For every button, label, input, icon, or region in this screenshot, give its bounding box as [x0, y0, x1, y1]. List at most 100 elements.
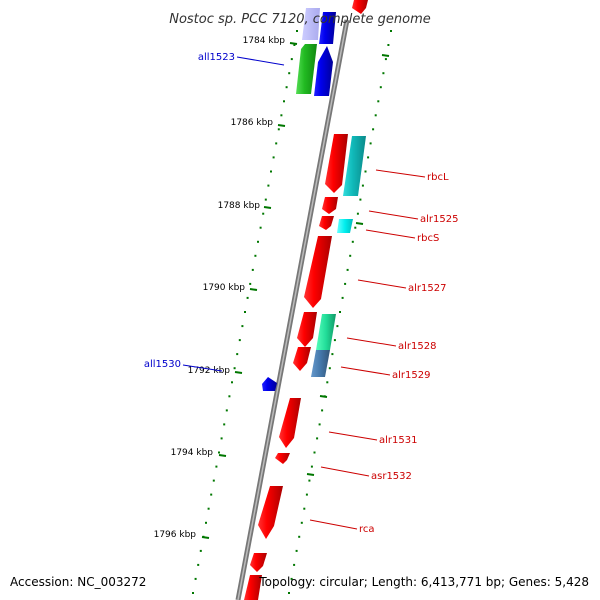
- gene-feature-all1523[interactable]: [314, 46, 333, 96]
- outer-right-dot: [390, 30, 392, 32]
- leader-lines: [182, 56, 426, 530]
- inner-left-dot: [225, 409, 228, 412]
- inner-left-dot: [246, 296, 249, 299]
- inner-left-dot: [207, 507, 210, 510]
- outer-right-dot: [356, 212, 359, 215]
- scale-labels: 1784 kbp 1786 kbp 1788 kbp 1790 kbp 1792…: [154, 36, 286, 540]
- inner-left-dot: [280, 114, 283, 117]
- gene-feature-rca[interactable]: [258, 486, 283, 539]
- gene-feature-red-bottom-2[interactable]: [244, 575, 262, 600]
- inner-left-dot: [236, 353, 239, 356]
- inner-left-dot: [293, 44, 296, 46]
- gene-feature-red-1[interactable]: [325, 134, 348, 193]
- gene-feature-red-top[interactable]: [352, 0, 368, 14]
- gene-feature-all1530[interactable]: [262, 377, 277, 391]
- inner-left-dot: [244, 311, 246, 313]
- outer-right-dot: [318, 423, 321, 426]
- inner-left-dot: [205, 521, 207, 524]
- gene-label-alr1529[interactable]: alr1529: [392, 370, 430, 381]
- inner-left-dot: [264, 198, 267, 201]
- gene-feature-green[interactable]: [296, 44, 317, 94]
- inner-left-dot: [199, 549, 202, 552]
- inner-left-dot: [257, 240, 259, 243]
- gene-feature-rbcL[interactable]: [343, 136, 366, 196]
- gene-label-alr1531[interactable]: alr1531: [379, 435, 417, 446]
- inner-left-dot: [233, 367, 236, 370]
- gene-feature-red-2[interactable]: [297, 312, 317, 347]
- outer-right-dot: [367, 156, 370, 159]
- scale-label-1794: 1794 kbp: [171, 448, 214, 458]
- outer-right-dot: [310, 465, 313, 468]
- gene-feature-asr1532[interactable]: [275, 453, 290, 464]
- gene-label-rbcS[interactable]: rbcS: [417, 233, 439, 244]
- inner-left-dot: [218, 451, 220, 454]
- gene-label-all1530[interactable]: all1530: [144, 359, 181, 370]
- scale-label-1784: 1784 kbp: [243, 36, 286, 46]
- outer-right-dot: [290, 577, 293, 580]
- outer-right-dot: [377, 100, 380, 103]
- scale-label-1790: 1790 kbp: [203, 283, 246, 293]
- gene-feature-alr1525-red[interactable]: [322, 197, 338, 214]
- gene-label-alr1528[interactable]: alr1528: [398, 341, 436, 352]
- outer-right-dot: [374, 114, 377, 117]
- outer-right-dot: [344, 282, 347, 285]
- gene-feature-alr1529[interactable]: [311, 350, 330, 377]
- outer-right-dot: [328, 367, 331, 370]
- gene-label-alr1527[interactable]: alr1527: [408, 283, 446, 294]
- outer-right-dot: [346, 268, 349, 271]
- inner-left-dot: [262, 212, 265, 215]
- topology-text: Topology: circular; Length: 6,413,771 bp…: [258, 575, 589, 589]
- gene-feature-alr1527[interactable]: [304, 236, 332, 308]
- outer-right-dot: [295, 549, 298, 552]
- outer-right-dot: [326, 381, 329, 384]
- gene-feature-blue-top[interactable]: [319, 12, 336, 44]
- scale-label-1796: 1796 kbp: [154, 530, 197, 540]
- gene-labels: all1523 rbcL alr1525 rbcS alr1527 alr152…: [144, 52, 459, 535]
- inner-left-dot: [272, 156, 275, 159]
- scale-label-1786: 1786 kbp: [231, 118, 274, 128]
- inner-left-dot: [254, 254, 257, 257]
- gene-label-all1523[interactable]: all1523: [198, 52, 235, 63]
- gene-feature-rbcS[interactable]: [337, 219, 353, 233]
- outer-right-dot: [354, 226, 357, 229]
- inner-left-dot: [223, 423, 226, 426]
- outer-right-dot: [382, 72, 385, 75]
- inner-left-dot: [267, 184, 270, 187]
- inner-left-dot: [277, 128, 280, 131]
- inner-left-dot: [215, 465, 218, 468]
- outer-right-dot: [372, 128, 375, 131]
- inner-left-dot: [290, 58, 293, 61]
- gene-label-asr1532[interactable]: asr1532: [371, 471, 412, 482]
- gene-feature-lavender[interactable]: [302, 8, 320, 40]
- inner-left-dot: [220, 437, 223, 440]
- gene-features: [244, 0, 368, 600]
- outer-right-dot: [313, 451, 316, 454]
- outer-right-dot: [316, 437, 319, 440]
- gene-feature-red-3[interactable]: [293, 347, 311, 371]
- outer-right-dot: [288, 592, 290, 594]
- outer-right-dot: [333, 339, 336, 342]
- outer-right-dot: [369, 142, 372, 145]
- inner-left-dot: [251, 268, 254, 271]
- inner-left-dot: [288, 72, 291, 75]
- dotted-scale-tracks: [192, 30, 392, 594]
- outer-right-dot: [321, 409, 324, 412]
- inner-left-dot: [249, 282, 252, 285]
- gene-feature-alr1528[interactable]: [316, 314, 336, 350]
- gene-label-rca[interactable]: rca: [359, 524, 375, 535]
- scale-label-1792: 1792 kbp: [188, 366, 231, 376]
- gene-feature-alr1531[interactable]: [279, 398, 301, 448]
- outer-right-dot: [293, 563, 296, 566]
- inner-left-dot: [296, 30, 298, 32]
- outer-right-dot: [339, 311, 341, 313]
- inner-left-dot: [275, 142, 278, 145]
- scale-ticks: [201, 42, 390, 539]
- outer-right-dot: [303, 507, 306, 510]
- gene-label-rbcL[interactable]: rbcL: [427, 172, 449, 183]
- outer-right-dot: [361, 184, 364, 187]
- inner-left-dot: [194, 577, 197, 580]
- gene-feature-red-bottom-1[interactable]: [250, 553, 267, 572]
- gene-feature-red-small[interactable]: [319, 216, 334, 230]
- inner-left-dot: [241, 325, 244, 328]
- gene-label-alr1525[interactable]: alr1525: [420, 214, 458, 225]
